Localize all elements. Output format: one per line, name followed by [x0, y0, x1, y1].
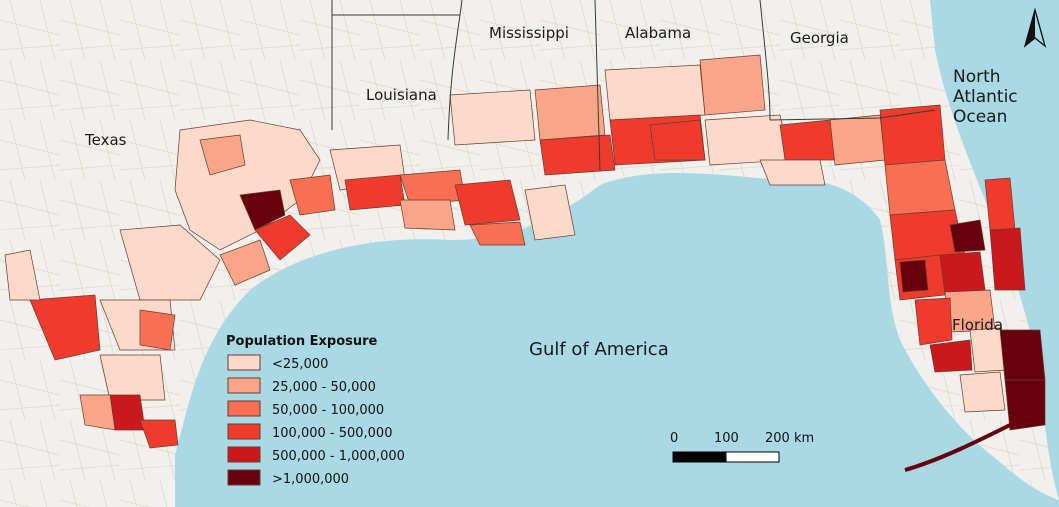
north-arrow-icon	[1023, 7, 1047, 48]
label-mississippi: Mississippi	[489, 24, 569, 42]
florida-keys	[904, 423, 1011, 472]
label-ocean-1: North	[953, 67, 1001, 87]
scale-tick-0: 0	[670, 431, 678, 446]
scale-segment-white	[725, 451, 780, 463]
legend-label: 500,000 - 1,000,000	[272, 449, 405, 464]
legend-label: 25,000 - 50,000	[272, 380, 376, 395]
legend-swatch	[227, 423, 261, 440]
legend-swatch	[227, 354, 261, 371]
legend: Population Exposure <25,000 25,000 - 50,0…	[226, 334, 405, 487]
scale-tick-2: 200 km	[765, 431, 814, 446]
state-borders	[331, 0, 936, 171]
label-texas: Texas	[84, 131, 127, 149]
legend-label: <25,000	[272, 357, 328, 372]
label-ocean-3: Ocean	[953, 107, 1007, 127]
label-louisiana: Louisiana	[366, 86, 437, 104]
label-gulf: Gulf of America	[529, 339, 669, 360]
label-alabama: Alabama	[625, 24, 691, 42]
atlantic-water	[930, 0, 1059, 500]
legend-swatch	[227, 377, 261, 394]
label-florida: Florida	[952, 316, 1003, 334]
legend-label: >1,000,000	[272, 472, 349, 487]
gulf-water	[175, 173, 1059, 507]
county-choropleth	[4, 54, 1046, 449]
scale-bar: 0 100 200 km	[670, 431, 814, 463]
legend-swatch	[227, 469, 261, 486]
label-georgia: Georgia	[790, 29, 849, 47]
label-ocean-2: Atlantic	[953, 87, 1018, 107]
legend-label: 100,000 - 500,000	[272, 426, 392, 441]
legend-title: Population Exposure	[226, 334, 378, 349]
scale-tick-1: 100	[714, 431, 739, 446]
scale-segment-black	[672, 451, 727, 463]
legend-swatch	[227, 446, 261, 463]
legend-swatch	[227, 400, 261, 417]
legend-label: 50,000 - 100,000	[272, 403, 384, 418]
